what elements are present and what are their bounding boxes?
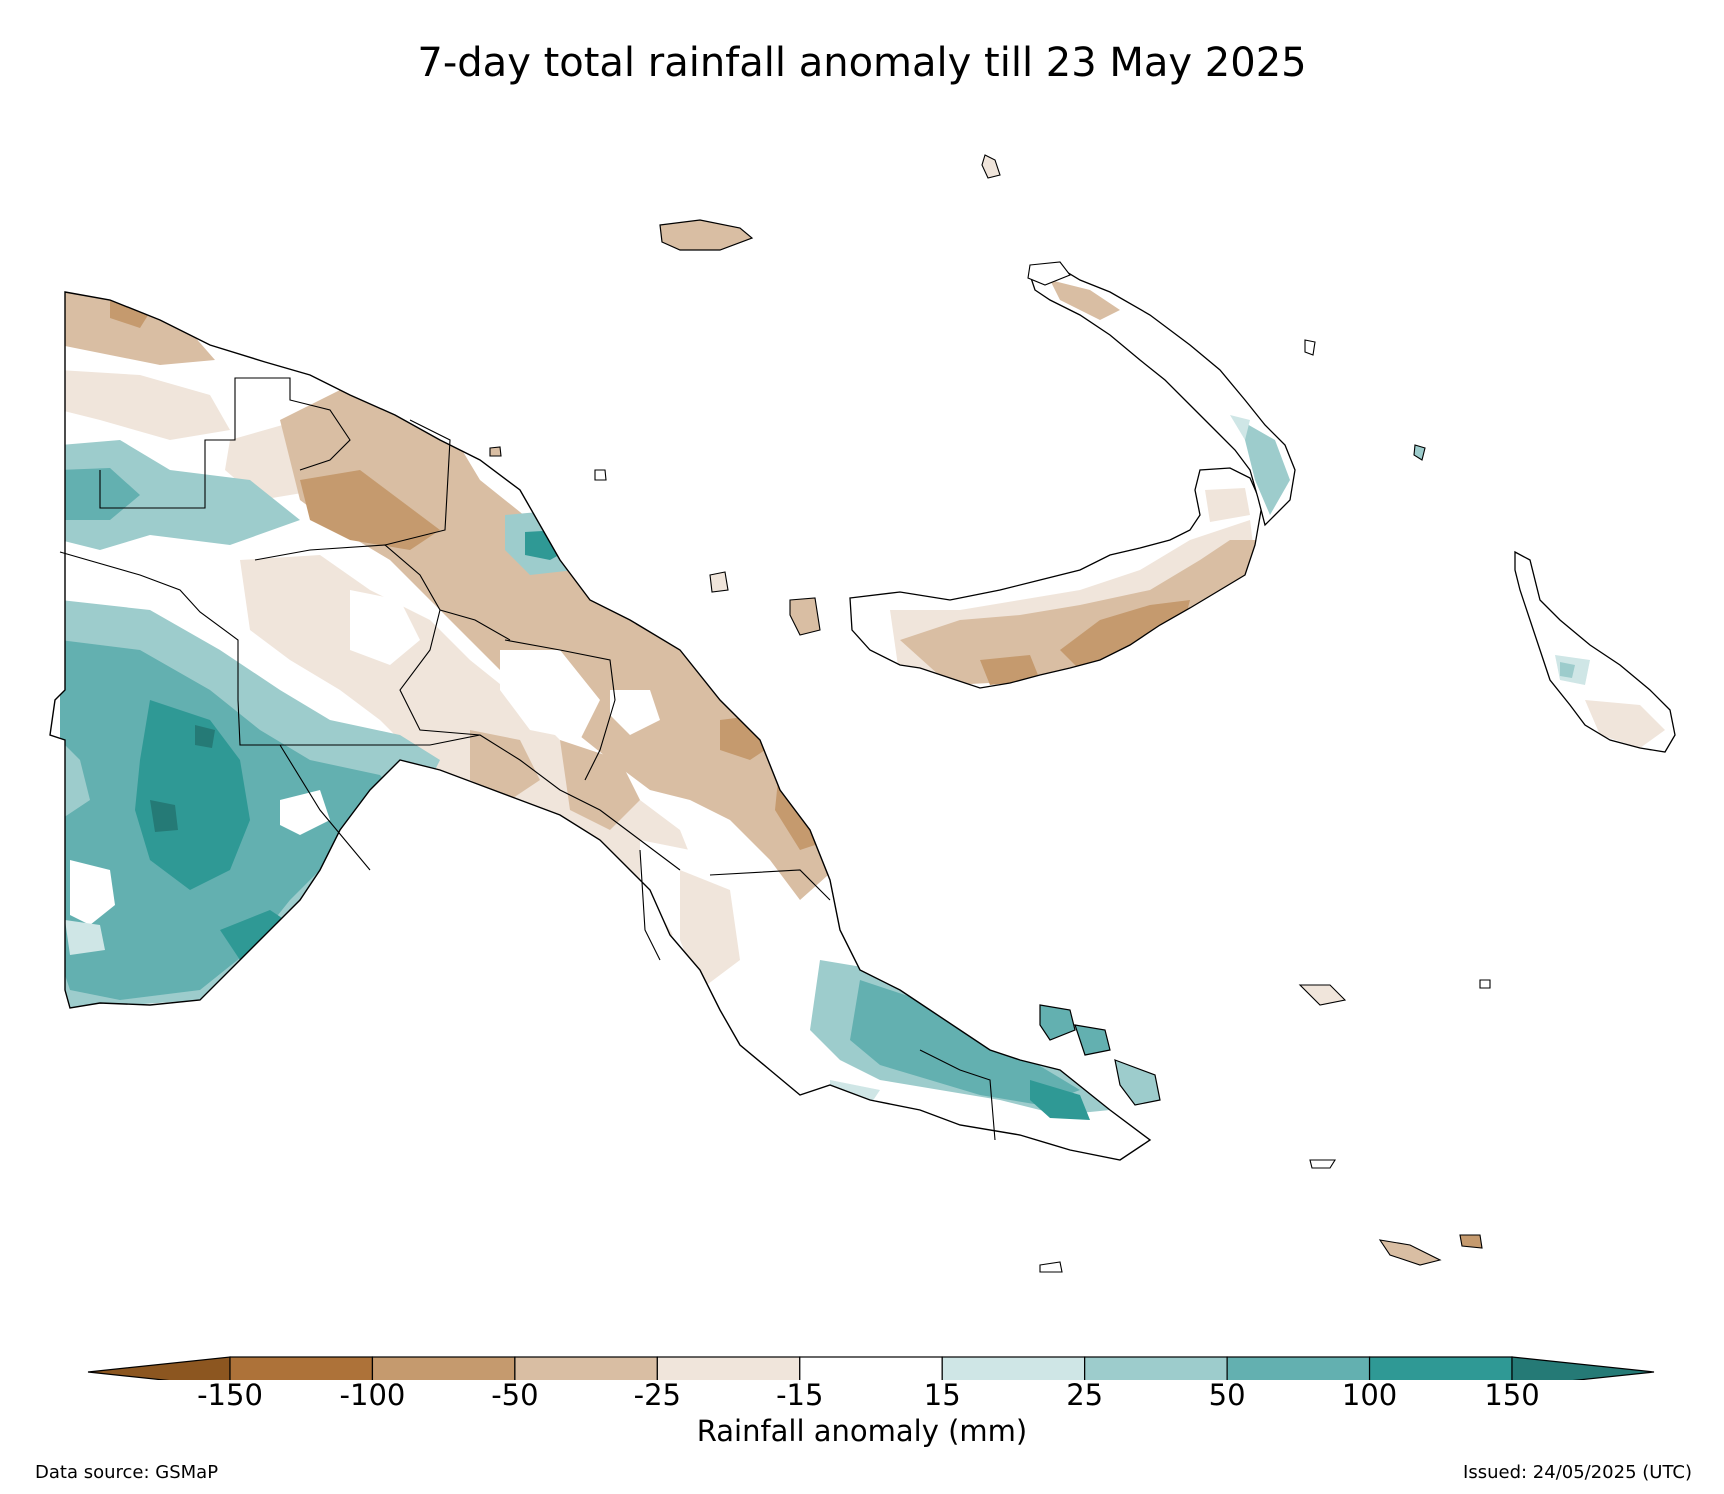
colorbar-bin <box>1084 1356 1228 1380</box>
colorbar-bin <box>229 1356 374 1380</box>
mainland-anomaly-field <box>49 291 1151 1161</box>
colorbar-tick-label: -150 <box>197 1378 263 1412</box>
colorbar-label: Rainfall anomaly (mm) <box>696 1414 1028 1448</box>
colorbar-tick-label: 15 <box>923 1378 961 1412</box>
colorbar-tick-label: 25 <box>1066 1378 1104 1412</box>
map-title: 7-day total rainfall anomaly till 23 May… <box>417 40 1307 86</box>
data-source-note: Data source: GSMaP <box>35 1462 219 1483</box>
bougainville-island <box>1514 551 1676 753</box>
colorbar-min-extension <box>87 1356 231 1380</box>
colorbar-bin <box>656 1356 801 1380</box>
d-entrecasteaux-islands <box>1039 1004 1161 1106</box>
colorbar <box>87 1356 1655 1380</box>
colorbar-tick-label: -25 <box>633 1378 682 1412</box>
colorbar-tick-label: -100 <box>339 1378 406 1412</box>
new-ireland-island <box>1029 267 1296 526</box>
colorbar-bins <box>229 1356 1513 1380</box>
colorbar-bin <box>371 1356 516 1380</box>
colorbar-tick-label: 50 <box>1208 1378 1246 1412</box>
province-boundaries <box>59 377 996 1141</box>
colorbar-tick-label: -15 <box>776 1378 824 1412</box>
trobriand-and-louisiade-islands <box>1298 984 1483 1266</box>
colorbar-bin <box>1368 1356 1513 1380</box>
colorbar-bin <box>1226 1356 1371 1380</box>
colorbar-tick-label: -50 <box>491 1378 539 1412</box>
rainfall-anomaly-map <box>49 154 1676 1273</box>
colorbar-bin <box>799 1356 943 1380</box>
colorbar-max-extension <box>1511 1356 1655 1380</box>
colorbar-bin <box>514 1356 658 1380</box>
colorbar-tick-label: 100 <box>1341 1378 1398 1412</box>
manus-island <box>659 219 754 251</box>
colorbar-tick-label: 150 <box>1484 1378 1540 1412</box>
small-islands <box>489 154 1491 1273</box>
colorbar-bin <box>941 1356 1086 1380</box>
issued-date-note: Issued: 24/05/2025 (UTC) <box>1463 1462 1692 1483</box>
